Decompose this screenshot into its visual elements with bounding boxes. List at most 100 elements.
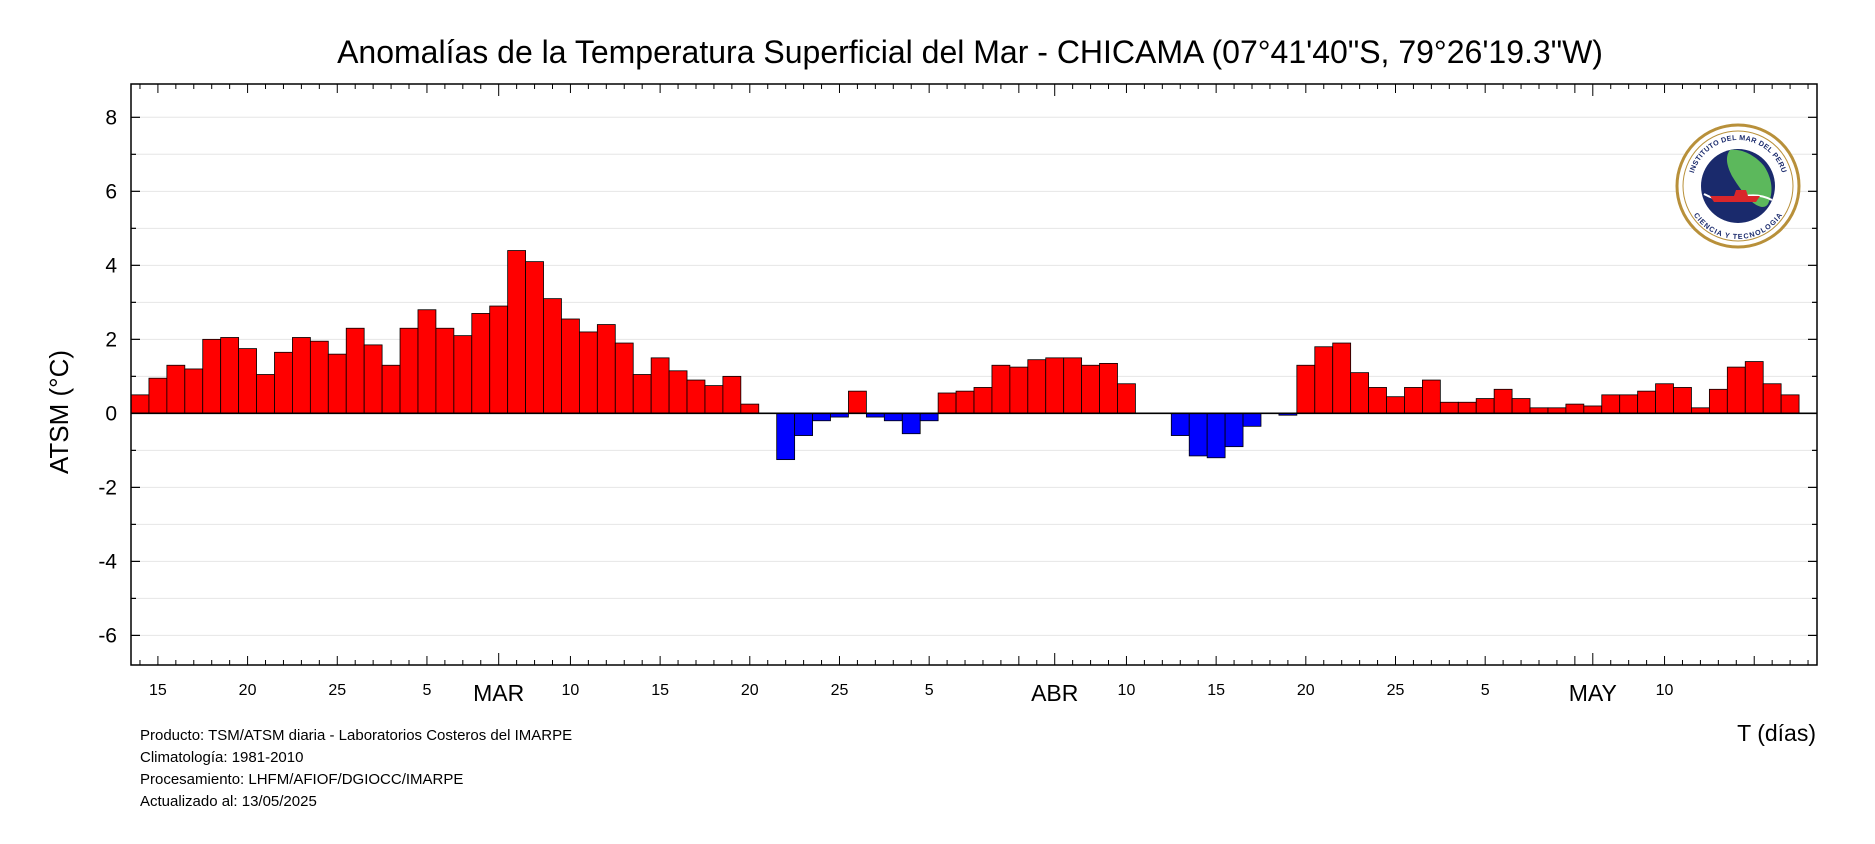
axes: [130, 83, 1818, 666]
bar: [1439, 401, 1459, 414]
bar: [848, 390, 867, 414]
bar: [668, 370, 688, 414]
y-axis-label: ATSM (°C): [44, 350, 74, 474]
bar: [1117, 383, 1136, 414]
x-month-label: MAY: [1569, 680, 1617, 706]
bar: [973, 387, 993, 414]
bar: [1170, 412, 1190, 436]
bar: [1655, 383, 1674, 414]
bar: [722, 375, 742, 414]
plot-frame: [130, 83, 1818, 666]
footer-processing: Procesamiento: LHFM/AFIOF/DGIOCC/IMARPE: [140, 771, 463, 788]
bar: [1744, 361, 1764, 414]
bar: [1637, 390, 1656, 414]
x-day-label: 25: [831, 682, 849, 699]
x-day-label: 15: [149, 682, 167, 699]
bar: [740, 403, 760, 414]
bar: [363, 344, 383, 414]
x-axis-label: T (días): [1737, 720, 1816, 746]
bar: [184, 368, 204, 414]
x-day-label: 10: [1656, 682, 1674, 699]
gridlines: [131, 116, 1817, 636]
bar: [632, 374, 652, 414]
x-day-label: 10: [562, 682, 580, 699]
bar: [309, 340, 329, 414]
bar: [1780, 394, 1800, 414]
bar: [327, 353, 347, 414]
bar: [955, 390, 975, 414]
bar: [238, 348, 257, 414]
bar: [991, 364, 1011, 414]
x-day-label: 5: [1481, 682, 1490, 699]
y-tick-label: 6: [105, 180, 117, 203]
bar: [1691, 407, 1710, 414]
bar: [1762, 383, 1782, 414]
bar: [1314, 346, 1334, 414]
bar: [453, 335, 473, 414]
y-tick-label: 0: [105, 402, 117, 425]
bar: [1099, 362, 1118, 414]
bar: [1063, 357, 1083, 414]
bar: [596, 324, 616, 414]
footer-climatology: Climatología: 1981-2010: [140, 749, 303, 766]
imarpe-logo-icon: INSTITUTO DEL MAR DEL PERU CIENCIA Y TEC…: [1675, 123, 1801, 249]
footer-product: Producto: TSM/ATSM diaria - Laboratorios…: [140, 727, 572, 744]
bar: [202, 338, 222, 414]
bar: [292, 337, 311, 414]
x-day-label: 5: [422, 682, 431, 699]
y-tick-label: -2: [98, 476, 117, 499]
x-tick-labels: 15 20 25 5 MAR 10 15 20 25 5 ABR 10 15 20 25 5 MAY 10: [149, 680, 1674, 706]
bar: [1422, 379, 1441, 414]
bar: [471, 313, 491, 414]
bar: [812, 412, 831, 422]
bar: [1583, 405, 1603, 414]
bar: [148, 377, 168, 414]
bar: [561, 318, 580, 414]
bar: [937, 392, 957, 414]
bar: [1475, 398, 1495, 414]
bar: [1493, 388, 1513, 414]
bar: [256, 374, 275, 414]
bar: [1206, 412, 1226, 459]
bar: [794, 412, 813, 436]
bar: [614, 342, 634, 414]
y-tick-label: -4: [98, 550, 117, 573]
bar: [1350, 372, 1370, 414]
x-month-label: ABR: [1031, 680, 1078, 706]
x-day-label: 15: [1207, 682, 1225, 699]
bar: [1529, 407, 1549, 414]
bar: [1081, 364, 1100, 414]
bar: [130, 394, 150, 414]
bar: [274, 351, 293, 414]
x-day-label: 5: [925, 682, 934, 699]
bar: [345, 327, 365, 414]
chart-title: Anomalías de la Temperatura Superficial …: [337, 34, 1603, 70]
bar: [1045, 357, 1065, 414]
bar: [543, 298, 562, 414]
bar: [1009, 366, 1029, 414]
bar: [1511, 398, 1531, 414]
bar: [489, 305, 509, 414]
bar: [650, 357, 670, 414]
bar: [883, 412, 903, 422]
bar: [381, 364, 401, 414]
bar: [1332, 342, 1352, 414]
bar: [776, 412, 796, 461]
bar: [507, 250, 527, 414]
y-tick-label: 4: [105, 254, 117, 277]
bar: [166, 364, 186, 414]
y-tick-label: -6: [98, 624, 117, 647]
bar: [1242, 412, 1262, 427]
bar: [525, 261, 544, 414]
bars: [130, 250, 1800, 461]
bar: [686, 379, 706, 414]
bar: [399, 327, 419, 414]
bar: [579, 331, 598, 414]
bar: [417, 309, 437, 414]
footer-updated: Actualizado al: 13/05/2025: [140, 793, 317, 810]
bar: [220, 337, 240, 414]
x-day-label: 20: [239, 682, 257, 699]
bar: [704, 385, 724, 414]
y-tick-labels: 8 6 4 2 0 -2 -4 -6: [98, 106, 117, 647]
